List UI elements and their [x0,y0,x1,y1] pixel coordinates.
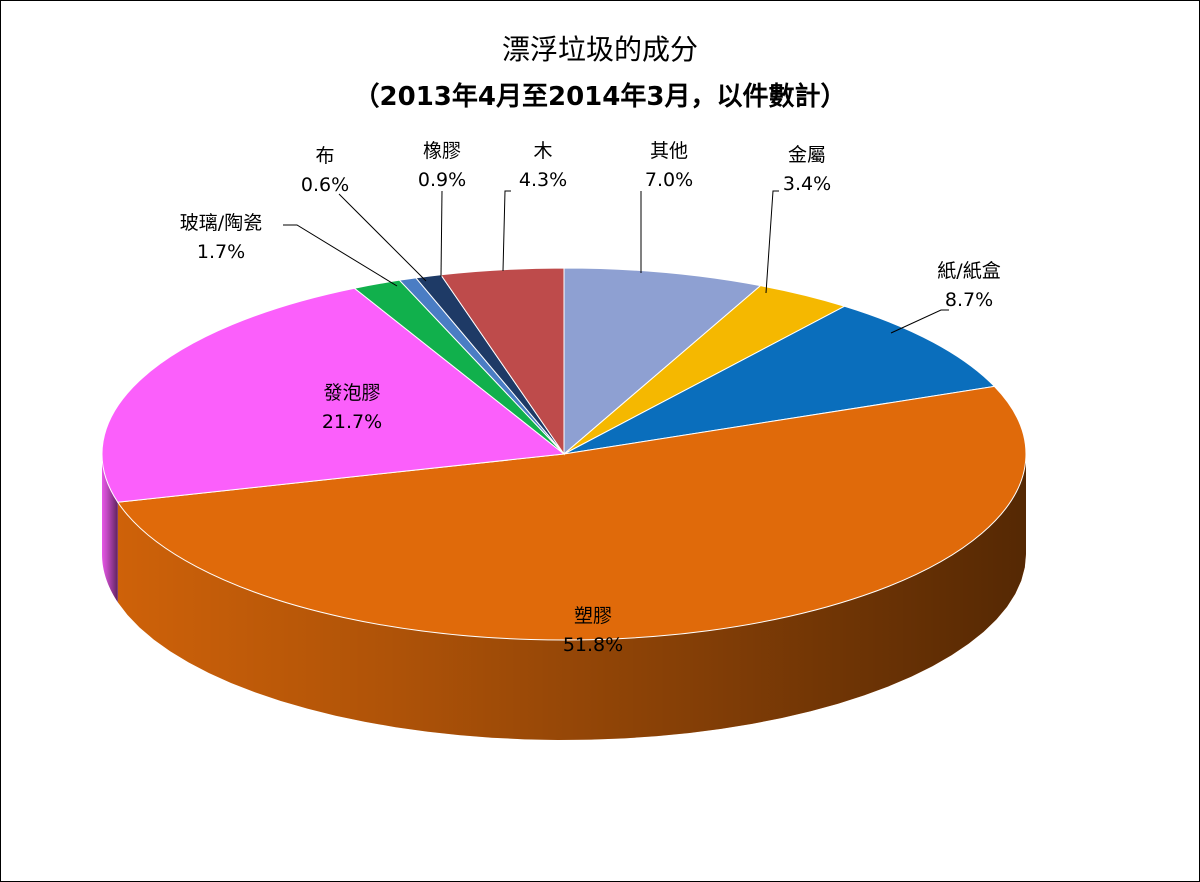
slice-value-4: 21.7% [322,411,382,433]
slice-label-2: 紙/紙盒 [937,260,1000,282]
slice-label-3: 塑膠 [574,605,612,627]
slice-label-4: 發泡膠 [323,382,380,404]
pie-sides [102,454,1026,740]
leader-line-7 [440,190,443,278]
leader-line-2 [890,309,949,334]
leader-line-8 [502,190,511,272]
slice-value-5: 1.7% [197,241,245,263]
slice-value-7: 0.9% [418,169,466,191]
chart-title: 漂浮垃圾的成分 [502,33,698,66]
slice-2 [563,305,996,455]
slice-label-8: 木 [533,140,552,162]
slice-value-2: 8.7% [945,289,993,311]
slice-3 [116,385,1027,641]
side-shade-slice-4 [102,454,118,603]
leader-line-6 [338,193,427,282]
slice-label-6: 布 [315,145,334,167]
side-shade-slice-3 [117,454,1026,740]
leader-lines [283,190,949,334]
slice-label-7: 橡膠 [423,140,461,162]
chart-subtitle: （2013年4月至2014年3月，以件數計） [354,81,847,112]
pie-labels: 其他 7.0% 金屬 3.4% 紙/紙盒 8.7% 塑膠 51.8% 發泡膠 21.7% 玻璃/陶瓷… [180,140,1001,656]
leader-line-1 [765,190,779,294]
slice-0 [563,267,762,456]
slice-label-5: 玻璃/陶瓷 [180,212,262,234]
slice-value-1: 3.4% [783,173,831,195]
slice-label-1: 金屬 [788,144,826,166]
slice-4 [101,287,566,503]
slice-value-0: 7.0% [645,169,693,191]
slice-label-0: 其他 [650,140,688,162]
slice-value-6: 0.6% [301,174,349,196]
slice-value-8: 4.3% [519,169,567,191]
pie-top [101,267,1027,641]
slice-value-3: 51.8% [563,634,623,656]
leader-line-5 [283,224,398,287]
